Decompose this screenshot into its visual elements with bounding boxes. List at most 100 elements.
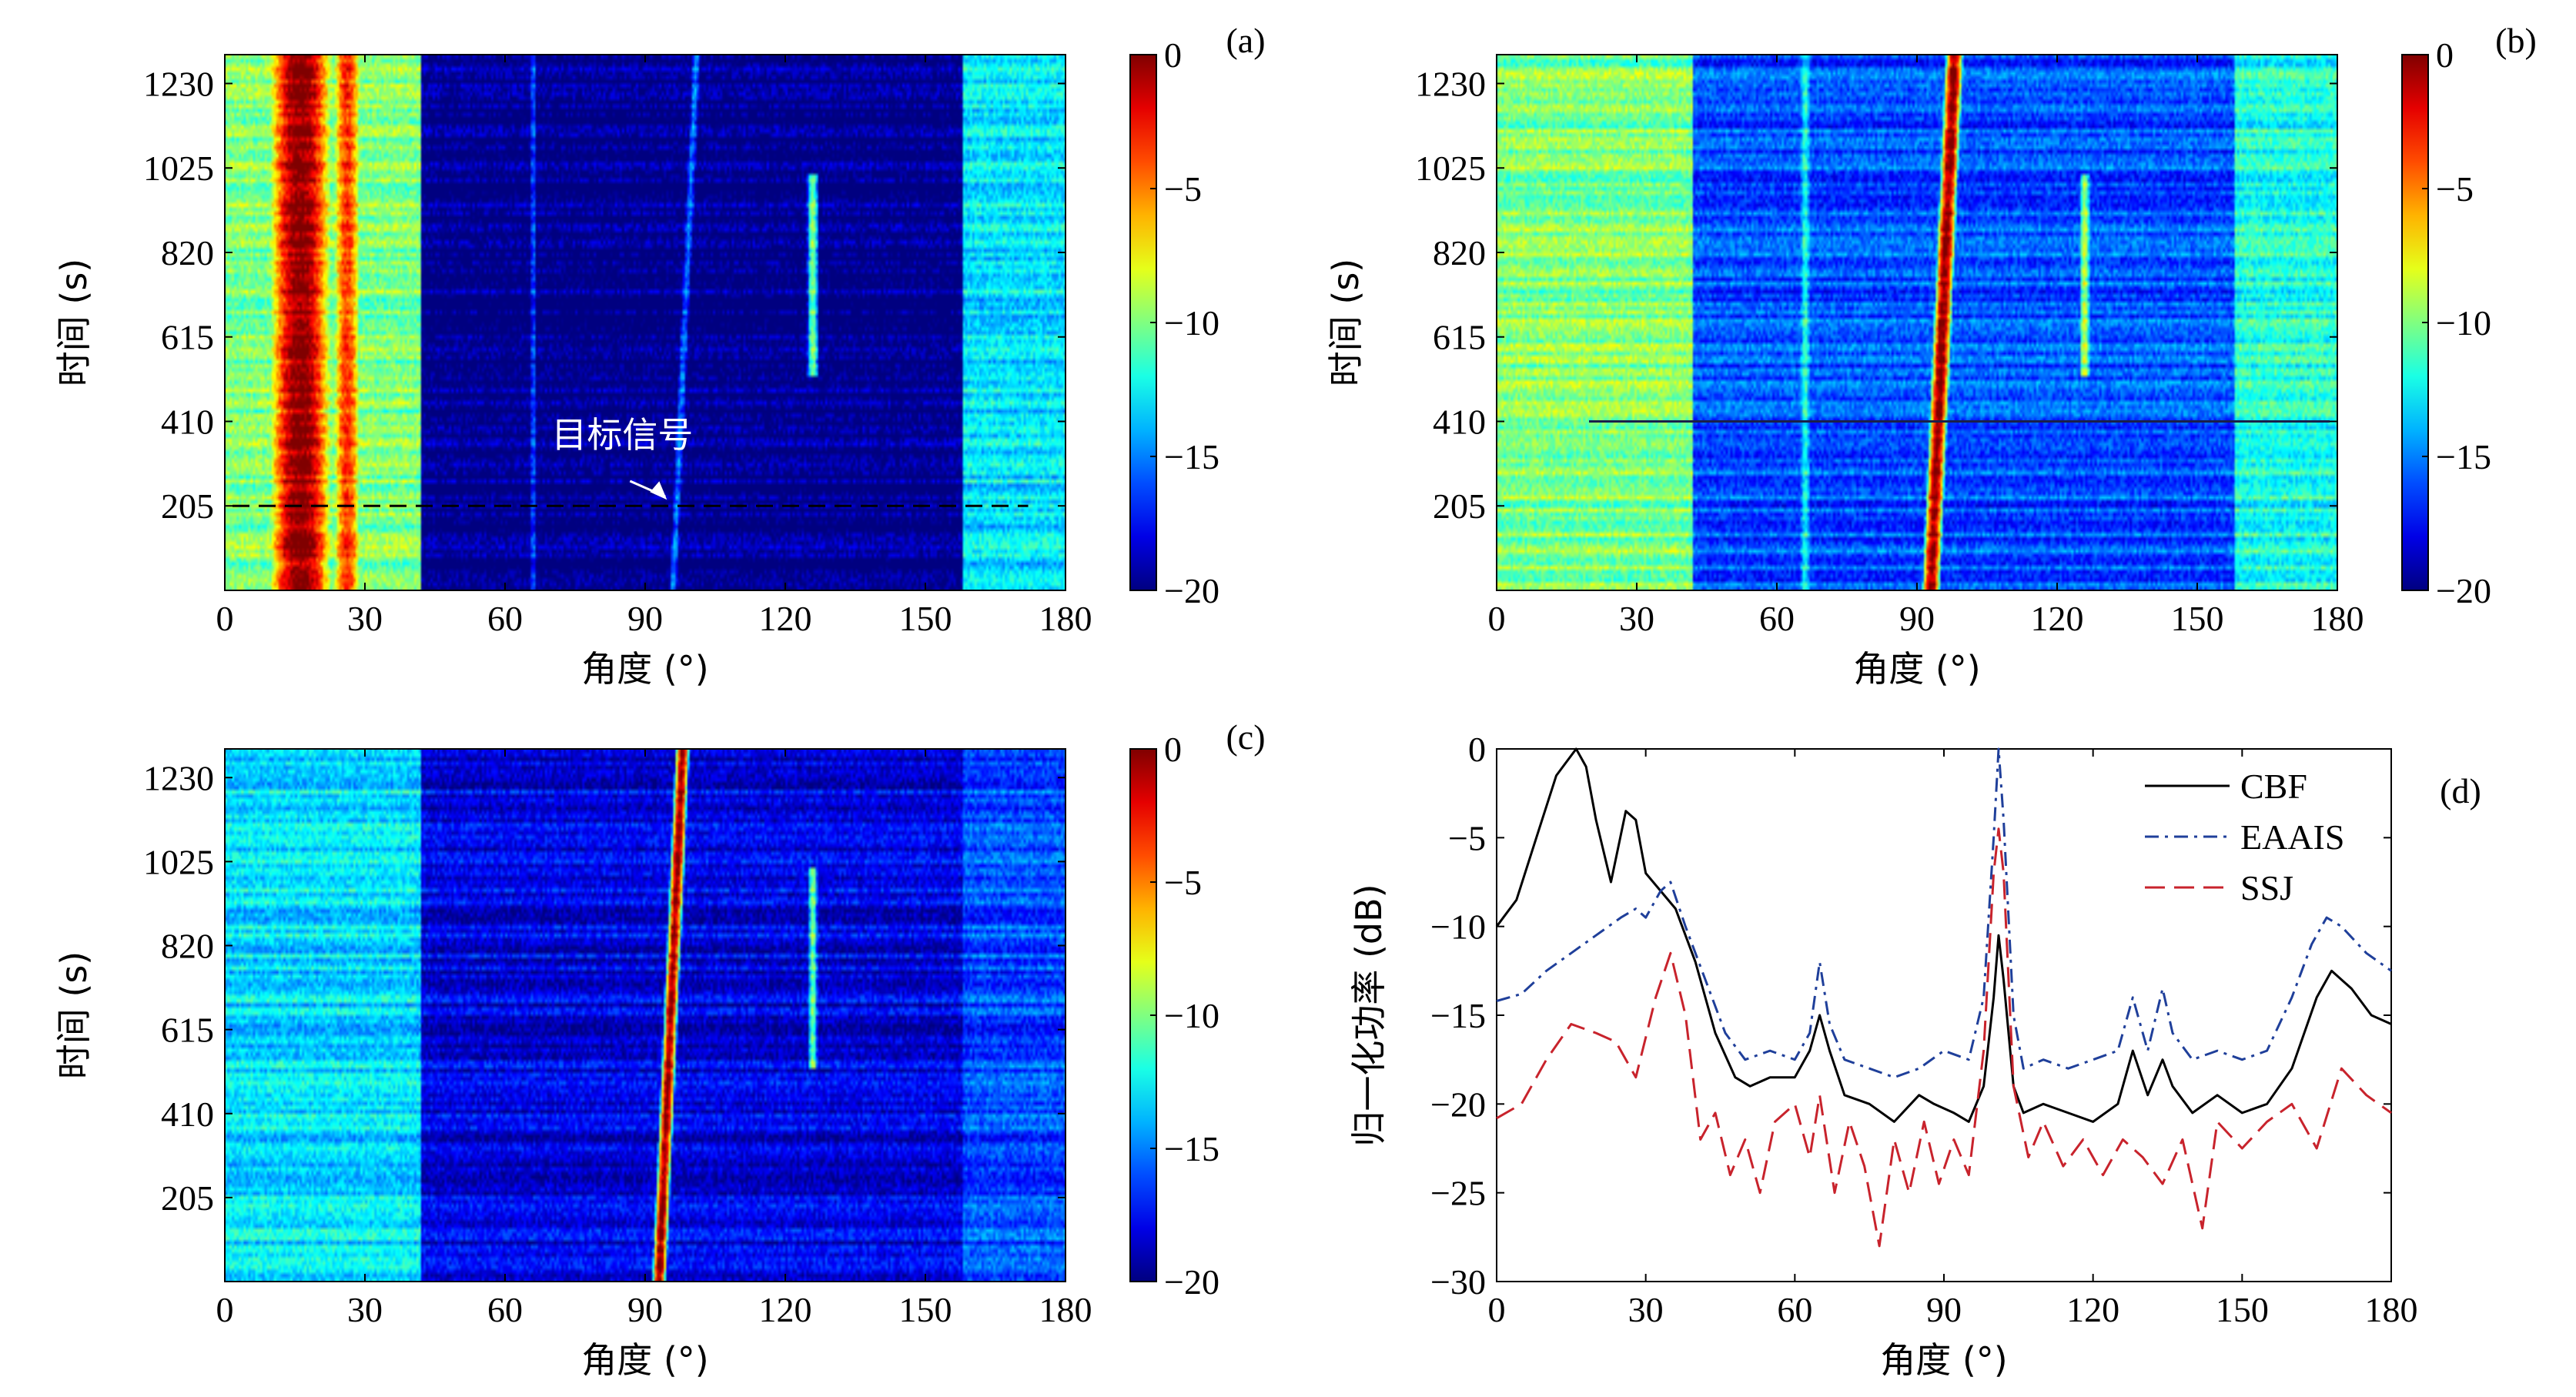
x-tick-label: 120 <box>759 1290 812 1329</box>
x-tick-label: 60 <box>1759 599 1795 638</box>
colorbar-tick-label: 0 <box>1164 730 1182 769</box>
y-tick-label: 410 <box>161 402 214 441</box>
colorbar-tick-label: −5 <box>1164 863 1202 902</box>
heatmap-image <box>225 55 1066 590</box>
x-axis-label: 角度 (°) <box>1853 648 1981 690</box>
y-tick-label: 1025 <box>143 842 214 881</box>
colorbar-tick-label: −20 <box>1164 1262 1219 1302</box>
annotation-group: 目标信号 <box>233 414 1029 507</box>
x-tick-label: 30 <box>347 599 383 638</box>
colorbar: 0 −5 −10 −15 −20 <box>2401 35 2491 610</box>
x-tick-label: 120 <box>2031 599 2084 638</box>
plot-frame <box>1496 748 2392 1282</box>
y-tick-label: 205 <box>1433 486 1486 526</box>
x-tick-label: 180 <box>2365 1290 2418 1329</box>
x-axis-label: 角度 (°) <box>1880 1339 2008 1381</box>
y-tick-label: 205 <box>161 1178 214 1218</box>
x-tick-label: 90 <box>1926 1290 1962 1329</box>
colorbar-tick-label: −15 <box>2436 437 2491 476</box>
y-tick-label: −10 <box>1430 907 1486 947</box>
colorbar-tick-label: −20 <box>2436 571 2491 610</box>
colorbar-tick-label: −5 <box>2436 169 2474 209</box>
legend-label: CBF <box>2240 767 2307 806</box>
colorbar: 0 −5 −10 −15 −20 <box>1129 730 1219 1302</box>
y-tick-label: 615 <box>1433 318 1486 357</box>
colorbar-tick-label: −10 <box>1164 303 1219 343</box>
x-tick-label: 120 <box>2066 1290 2119 1329</box>
x-tick-label: 150 <box>899 1290 952 1329</box>
colorbar-tick-label: 0 <box>1164 35 1182 75</box>
panel-label: (d) <box>2440 771 2481 810</box>
y-axis-label: 时间 (s) <box>53 951 95 1079</box>
panel-label: (b) <box>2495 21 2537 60</box>
legend-label: SSJ <box>2240 868 2293 907</box>
y-tick-label: −5 <box>1448 818 1486 857</box>
x-tick-label: 60 <box>487 599 523 638</box>
y-tick-label: 1025 <box>143 149 214 188</box>
x-tick-label: 0 <box>216 1290 234 1329</box>
series-line-cbf <box>1495 747 2392 1123</box>
annotation-text: 目标信号 <box>551 414 693 456</box>
heatmap-panel-1: 0 30 60 90 120 150 180 205 410 615 820 1025 1230 角度 (… <box>1325 21 2537 690</box>
x-tick-label: 0 <box>1488 599 1506 638</box>
y-tick-label: 820 <box>1433 233 1486 272</box>
colorbar-tick-label: −15 <box>1164 437 1219 476</box>
x-tick-label: 90 <box>627 1290 663 1329</box>
colorbar-tick-label: −15 <box>1164 1129 1219 1168</box>
y-tick-label: −20 <box>1430 1085 1486 1124</box>
x-tick-label: 30 <box>1619 599 1654 638</box>
x-tick-label: 120 <box>759 599 812 638</box>
y-tick-label: 410 <box>161 1095 214 1134</box>
x-tick-label: 180 <box>1039 599 1092 638</box>
y-axis-label: 归一化功率 (dB) <box>1348 884 1390 1146</box>
y-tick-label: 1230 <box>1415 64 1486 103</box>
colorbar-tick-label: −20 <box>1164 571 1219 610</box>
legend-label: EAAIS <box>2240 817 2344 857</box>
x-tick-label: 180 <box>2311 599 2364 638</box>
colorbar: 0 −5 −10 −15 −20 <box>1129 35 1219 610</box>
arrow-head <box>650 481 667 500</box>
y-tick-label: 0 <box>1468 730 1486 769</box>
x-tick-label: 90 <box>627 599 663 638</box>
x-tick-label: 60 <box>1777 1290 1812 1329</box>
y-tick-label: 820 <box>161 927 214 966</box>
y-tick-label: 1025 <box>1415 149 1486 188</box>
x-tick-label: 90 <box>1899 599 1935 638</box>
series-line-ssj <box>1496 827 2392 1248</box>
heatmap-panel-2: 0 30 60 90 120 150 180 205 410 615 820 1025 1230 角度 (… <box>53 717 1266 1381</box>
y-tick-label: −15 <box>1430 996 1486 1035</box>
x-tick-label: 180 <box>1039 1290 1092 1329</box>
y-axis-label: 时间 (s) <box>1325 259 1367 386</box>
x-tick-label: 30 <box>347 1290 383 1329</box>
x-tick-label: 0 <box>216 599 234 638</box>
y-tick-label: 410 <box>1433 402 1486 441</box>
heatmap-image <box>225 749 1066 1282</box>
x-tick-label: 150 <box>899 599 952 638</box>
x-axis-label: 角度 (°) <box>581 648 709 690</box>
y-axis-label: 时间 (s) <box>53 259 95 386</box>
colorbar-tick-label: 0 <box>2436 35 2454 75</box>
panel-label: (a) <box>1226 21 1265 60</box>
line-panel-3: 0 30 60 90 120 150 180 0 −5 −10 −15 −20 −25 −30 角度 (°)… <box>1348 730 2481 1381</box>
heatmap-panel-0: 0 30 60 90 120 150 180 205 410 615 820 1025 1230 角度 (… <box>53 21 1266 690</box>
x-tick-label: 150 <box>2171 599 2224 638</box>
colorbar-tick-label: −10 <box>1164 996 1219 1035</box>
panel-label: (c) <box>1226 717 1265 757</box>
y-tick-label: 615 <box>161 318 214 357</box>
y-tick-label: 820 <box>161 233 214 272</box>
y-tick-label: 1230 <box>143 758 214 797</box>
y-tick-label: 1230 <box>143 64 214 103</box>
y-tick-label: −25 <box>1430 1174 1486 1213</box>
colorbar-tick-label: −5 <box>1164 169 1202 209</box>
colorbar-tick-label: −10 <box>2436 303 2491 343</box>
x-tick-label: 150 <box>2216 1290 2269 1329</box>
legend: CBF EAAIS SSJ <box>2145 767 2344 907</box>
heatmap-image <box>1497 55 2337 590</box>
x-axis-label: 角度 (°) <box>581 1339 709 1381</box>
y-tick-label: 205 <box>161 486 214 526</box>
x-tick-label: 30 <box>1628 1290 1664 1329</box>
x-tick-label: 60 <box>487 1290 523 1329</box>
y-tick-label: −30 <box>1430 1262 1486 1302</box>
x-tick-label: 0 <box>1488 1290 1506 1329</box>
